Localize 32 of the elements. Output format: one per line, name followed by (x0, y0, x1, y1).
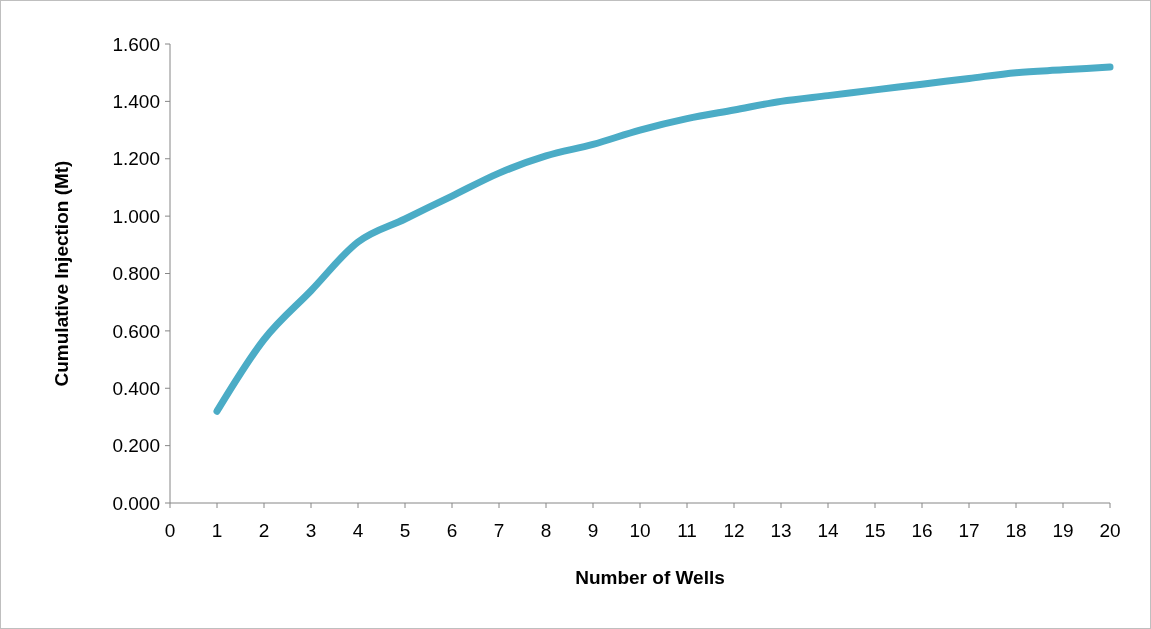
y-tick-label: 1.400 (112, 91, 160, 113)
x-tick-label: 13 (770, 520, 792, 541)
y-tick-label: 0.800 (112, 263, 160, 285)
x-tick-label: 4 (352, 520, 364, 541)
x-tick-label: 1 (211, 520, 223, 541)
x-tick-label: 5 (399, 520, 411, 541)
y-axis-title: Cumulative Injection (Mt) (51, 160, 72, 387)
x-axis-title: Number of Wells (575, 567, 725, 588)
y-tick-label: 0.200 (112, 435, 160, 457)
x-tick-label: 6 (446, 520, 458, 541)
y-tick-label: 0.000 (112, 492, 160, 514)
x-tick-label: 18 (1005, 520, 1027, 541)
x-tick-label: 0 (164, 520, 176, 541)
x-tick-label: 14 (817, 520, 839, 541)
x-tick-label: 9 (587, 520, 599, 541)
y-tick-label: 1.200 (112, 148, 160, 170)
x-tick-label: 7 (493, 520, 505, 541)
x-tick-label: 3 (305, 520, 317, 541)
x-tick-label: 20 (1099, 520, 1121, 541)
x-tick-label: 19 (1052, 520, 1074, 541)
x-tick-label: 8 (540, 520, 552, 541)
x-tick-label: 11 (677, 520, 697, 541)
x-tick-label: 12 (723, 520, 745, 541)
x-tick-label: 16 (911, 520, 933, 541)
y-tick-label: 0.600 (112, 320, 160, 342)
x-tick-label: 2 (258, 520, 270, 541)
y-tick-label: 0.400 (112, 377, 160, 399)
x-tick-label: 17 (958, 520, 980, 541)
x-tick-label: 10 (629, 520, 651, 541)
x-tick-label: 15 (864, 520, 886, 541)
y-tick-label: 1.600 (112, 33, 160, 55)
y-tick-label: 1.000 (112, 205, 160, 227)
